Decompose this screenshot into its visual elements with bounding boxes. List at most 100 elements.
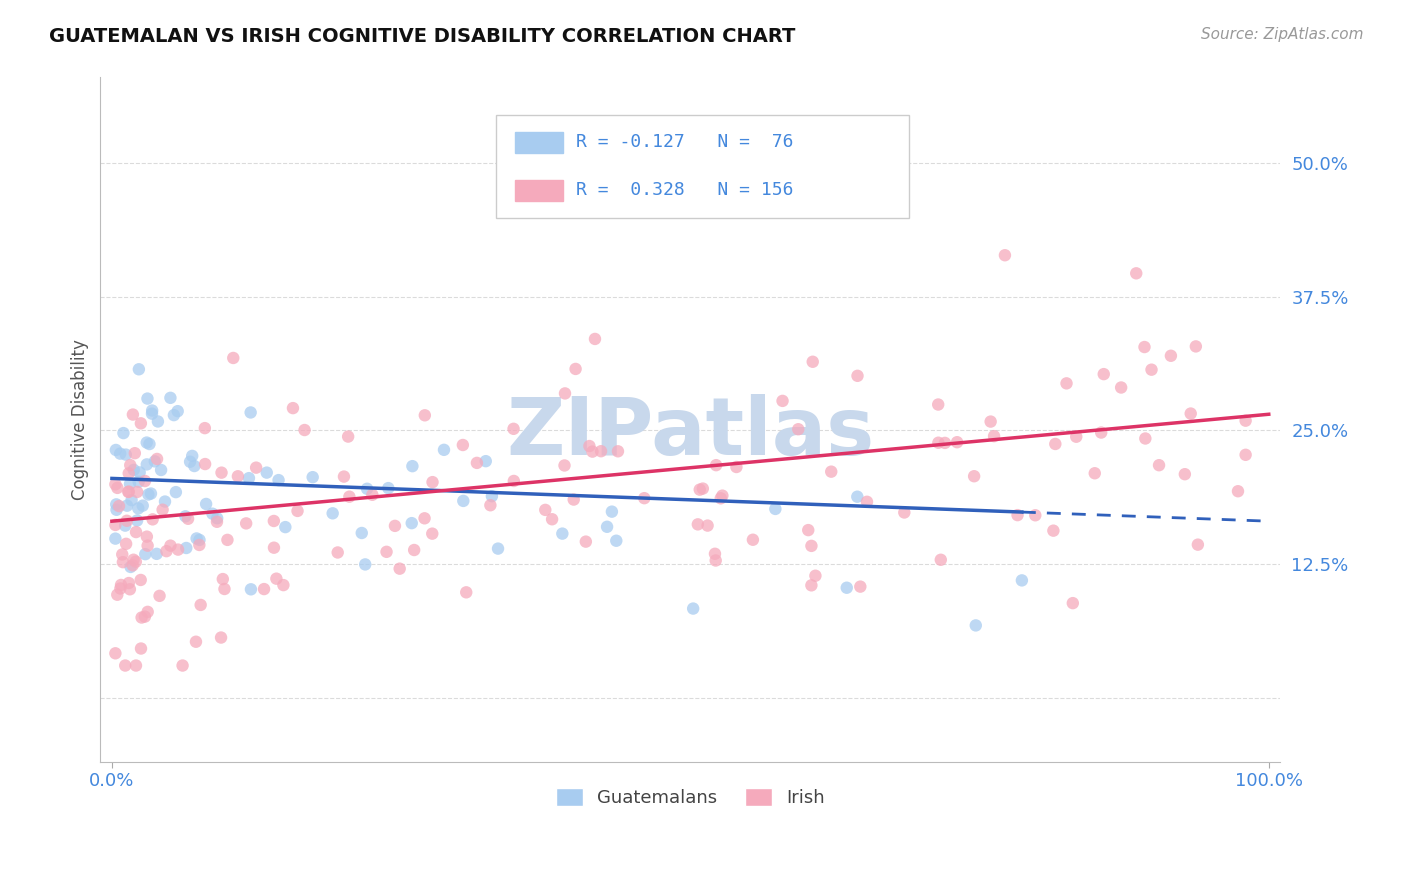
Point bbox=[179, 455, 201, 469]
Point bbox=[263, 514, 285, 528]
Point bbox=[121, 493, 143, 508]
Point bbox=[167, 542, 190, 557]
Point bbox=[281, 401, 304, 416]
Point bbox=[163, 408, 186, 422]
Point bbox=[375, 545, 398, 559]
Point bbox=[835, 581, 858, 595]
Text: R =  0.328   N = 156: R = 0.328 N = 156 bbox=[576, 181, 793, 199]
Point bbox=[155, 544, 177, 558]
Point bbox=[127, 514, 149, 528]
Point bbox=[927, 397, 949, 411]
Point bbox=[356, 482, 378, 496]
Point bbox=[174, 509, 197, 524]
Point bbox=[486, 541, 509, 556]
Point bbox=[186, 532, 208, 546]
Point bbox=[797, 523, 820, 537]
Point bbox=[183, 458, 205, 473]
Point bbox=[188, 538, 211, 552]
Point bbox=[404, 543, 426, 558]
Point bbox=[1160, 349, 1182, 363]
Point bbox=[118, 582, 141, 597]
Point bbox=[134, 609, 156, 624]
Point bbox=[354, 558, 377, 572]
Point bbox=[575, 534, 598, 549]
Point bbox=[804, 568, 827, 582]
Point bbox=[1234, 414, 1257, 428]
Point bbox=[104, 442, 127, 457]
Point bbox=[129, 641, 152, 656]
Point bbox=[235, 516, 257, 531]
Point bbox=[787, 422, 810, 436]
Point bbox=[451, 438, 474, 452]
Point bbox=[127, 485, 149, 500]
Point bbox=[474, 454, 496, 468]
Point bbox=[115, 514, 138, 528]
Point bbox=[692, 482, 714, 496]
Point bbox=[801, 355, 824, 369]
Point bbox=[301, 470, 323, 484]
Point bbox=[188, 533, 211, 547]
Point bbox=[1133, 340, 1156, 354]
Point bbox=[1147, 458, 1170, 473]
Point bbox=[934, 436, 956, 450]
Point bbox=[136, 539, 159, 553]
Point bbox=[274, 520, 297, 534]
Point bbox=[143, 454, 166, 468]
Point bbox=[562, 492, 585, 507]
Point bbox=[725, 460, 748, 475]
Point bbox=[211, 572, 233, 586]
Point bbox=[150, 463, 173, 477]
Text: GUATEMALAN VS IRISH COGNITIVE DISABILITY CORRELATION CHART: GUATEMALAN VS IRISH COGNITIVE DISABILITY… bbox=[49, 27, 796, 45]
Point bbox=[1092, 367, 1115, 381]
Point bbox=[849, 580, 872, 594]
Point bbox=[377, 481, 399, 495]
Point bbox=[1042, 524, 1064, 538]
Point bbox=[337, 490, 360, 504]
Point bbox=[1180, 407, 1202, 421]
Point bbox=[929, 553, 952, 567]
Point bbox=[605, 533, 627, 548]
Point bbox=[481, 489, 503, 503]
Point bbox=[110, 578, 132, 592]
Point bbox=[456, 585, 478, 599]
Point bbox=[322, 506, 344, 520]
Point bbox=[553, 458, 575, 473]
Point bbox=[1084, 467, 1107, 481]
Point bbox=[980, 415, 1002, 429]
Point bbox=[401, 516, 423, 530]
Point bbox=[118, 467, 141, 481]
Point bbox=[1227, 484, 1250, 499]
Point bbox=[696, 518, 718, 533]
Point bbox=[118, 477, 141, 491]
Point bbox=[108, 447, 131, 461]
Point bbox=[146, 452, 169, 467]
Point bbox=[704, 547, 727, 561]
Point bbox=[118, 484, 141, 499]
Point bbox=[110, 582, 132, 596]
Point bbox=[1125, 266, 1147, 280]
Point bbox=[135, 435, 157, 450]
Point bbox=[181, 449, 204, 463]
Point bbox=[195, 497, 218, 511]
Point bbox=[772, 393, 794, 408]
Point bbox=[122, 408, 145, 422]
Point bbox=[142, 512, 165, 526]
Point bbox=[107, 481, 129, 495]
Point bbox=[105, 502, 128, 516]
Point bbox=[114, 658, 136, 673]
Point bbox=[337, 429, 360, 443]
Point bbox=[633, 491, 655, 505]
Point bbox=[266, 572, 288, 586]
Point bbox=[384, 519, 406, 533]
Point bbox=[453, 494, 475, 508]
Point bbox=[578, 439, 600, 453]
Point bbox=[682, 601, 704, 615]
Point bbox=[361, 488, 384, 502]
Point bbox=[541, 512, 564, 526]
Point bbox=[128, 475, 150, 489]
Point bbox=[128, 466, 150, 480]
Point bbox=[326, 545, 349, 559]
Point bbox=[146, 415, 169, 429]
FancyBboxPatch shape bbox=[496, 115, 908, 218]
Point bbox=[122, 463, 145, 477]
